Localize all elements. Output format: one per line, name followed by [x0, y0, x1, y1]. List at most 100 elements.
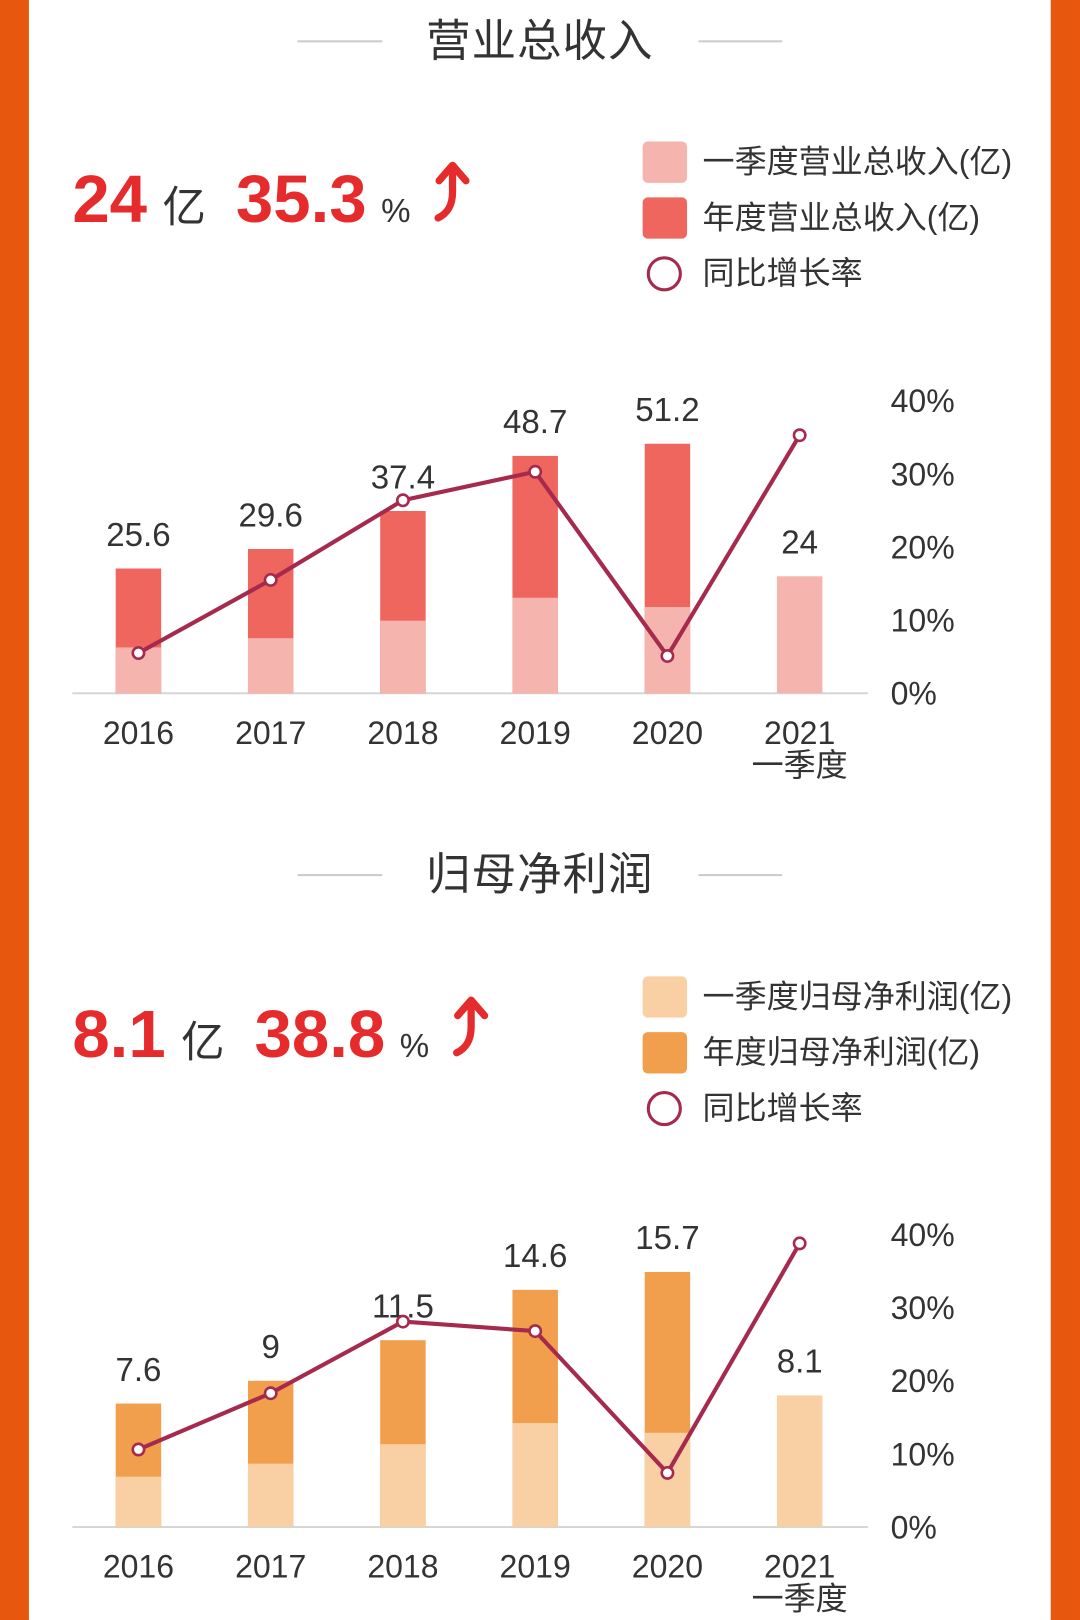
x-tick-label: 2016 [103, 715, 174, 751]
legend-item-growth: 同比增长率 [643, 1088, 863, 1129]
x-tick-label: 2017 [235, 1549, 306, 1585]
growth-rate-point [395, 1314, 410, 1329]
legend-label: 一季度营业总收入(亿) [702, 143, 1013, 180]
y2-tick-label: 10% [891, 1436, 955, 1472]
growth-rate-point [263, 1386, 278, 1401]
y2-tick-label: 30% [891, 1290, 955, 1326]
legend-swatch [642, 141, 688, 183]
x-tick-label: 2017 [235, 715, 306, 751]
x-tick-label: 2018 [367, 1549, 438, 1585]
legend-item-growth: 同比增长率 [643, 253, 863, 294]
x-tick-label: 2019 [500, 715, 571, 751]
growth-rate-point [528, 464, 543, 479]
headline-growth-unit: % [399, 1026, 430, 1065]
headline-unit: 亿 [181, 1017, 225, 1067]
revenue-chart: 25.6 29.6 37.4 48.7 51.2 24 40% 30% 20% 10% 0% 2016… [72, 383, 955, 783]
headline-unit: 亿 [162, 182, 206, 232]
y2-tick-label: 0% [891, 1509, 937, 1545]
legend-label: 年度归母净利润(亿) [702, 1034, 981, 1071]
legend-swatch [642, 1032, 688, 1074]
x-tick-label-line: 2019 [500, 715, 571, 751]
headline-value: 24 [72, 161, 148, 237]
q1-bar [776, 576, 823, 694]
growth-rate-point [528, 1324, 543, 1339]
x-tick-label-line: 2016 [103, 1549, 174, 1585]
q1-bar [247, 1463, 294, 1528]
legend-circle-marker-icon [646, 1091, 682, 1127]
growth-rate-point [131, 646, 146, 661]
y2-tick-label: 40% [891, 1217, 955, 1253]
x-tick-label-line: 一季度 [752, 1581, 848, 1617]
headline-summary: 24 亿 35.3 % [72, 158, 472, 235]
title-rule-right [698, 40, 783, 43]
q1-bar [380, 620, 426, 694]
x-tick-label: 2019 [500, 1549, 571, 1585]
x-tick-label-line: 2017 [235, 1549, 306, 1585]
section-title: 营业总收入 [426, 16, 654, 67]
growth-rate-point [660, 1465, 675, 1480]
x-tick-label: 2021 一季度 [752, 715, 848, 783]
x-tick-label: 2016 [103, 1549, 174, 1585]
y2-tick-label: 20% [891, 529, 955, 565]
growth-rate-line [136, 1241, 802, 1475]
growth-rate-point [660, 648, 675, 663]
legend-item-q1: 一季度营业总收入(亿) [642, 141, 1013, 183]
growth-rate-point [792, 428, 807, 443]
section-title: 归母净利润 [426, 850, 654, 900]
x-tick-label: 2021 一季度 [752, 1549, 848, 1617]
bar-value-label: 14.6 [503, 1238, 567, 1275]
x-tick-label-line: 2016 [103, 715, 174, 751]
q1-bar [776, 1395, 823, 1528]
legend-swatch [642, 976, 688, 1018]
y2-tick-label: 40% [891, 383, 955, 419]
growth-rate-point [263, 572, 278, 587]
y2-tick-label: 0% [891, 676, 937, 712]
bar-value-label: 37.4 [371, 459, 435, 496]
q1-bar [512, 597, 558, 694]
bar-value-label: 48.7 [503, 404, 567, 441]
y2-tick-label: 10% [891, 603, 955, 639]
growth-rate-point [792, 1236, 807, 1251]
headline-growth: 38.8 [254, 995, 386, 1072]
x-tick-label-line: 一季度 [752, 747, 848, 783]
x-tick-label-line: 2021 [764, 715, 835, 751]
title-rule-left [297, 40, 383, 43]
legend-label: 同比增长率 [702, 255, 863, 292]
q1-bar [115, 1476, 162, 1528]
q1-bar [512, 1423, 558, 1528]
growth-rate-point [395, 493, 410, 508]
x-tick-label-line: 2018 [367, 1549, 438, 1585]
legend-item-q1: 一季度归母净利润(亿) [642, 976, 1013, 1018]
bar-value-label: 29.6 [239, 497, 303, 534]
x-tick-label-line: 2020 [632, 715, 703, 751]
x-tick-label-line: 2021 [764, 1549, 835, 1585]
legend-item-annual: 年度归母净利润(亿) [642, 1032, 981, 1074]
legend-circle-marker-icon [646, 256, 682, 292]
y2-tick-label: 20% [891, 1363, 955, 1399]
y2-tick-label: 30% [891, 456, 955, 492]
bar-value-label: 25.6 [106, 517, 170, 554]
legend-item-annual: 年度营业总收入(亿) [642, 197, 981, 239]
growth-rate-point [131, 1442, 146, 1457]
title-rule-right [698, 874, 783, 877]
bar-value-label: 51.2 [635, 392, 699, 429]
x-tick-label: 2020 [632, 715, 703, 751]
bar-value-label: 7.6 [115, 1352, 161, 1389]
headline-growth: 35.3 [235, 161, 367, 237]
legend-label: 一季度归母净利润(亿) [702, 978, 1013, 1015]
legend-label: 年度营业总收入(亿) [702, 199, 981, 236]
growth-rate-line [136, 433, 802, 659]
q1-bar [247, 638, 294, 694]
x-tick-label-line: 2019 [500, 1549, 571, 1585]
x-tick-label-line: 2018 [367, 715, 438, 751]
q1-bar [380, 1444, 426, 1528]
up-arrow-icon [453, 996, 489, 1057]
headline-summary: 8.1 亿 38.8 % [72, 993, 491, 1070]
bar-value-label: 24 [781, 525, 818, 562]
legend-label: 同比增长率 [702, 1089, 863, 1127]
x-tick-label: 2020 [632, 1549, 703, 1585]
x-tick-label: 2018 [367, 715, 438, 751]
bar-value-label: 9 [261, 1329, 279, 1366]
